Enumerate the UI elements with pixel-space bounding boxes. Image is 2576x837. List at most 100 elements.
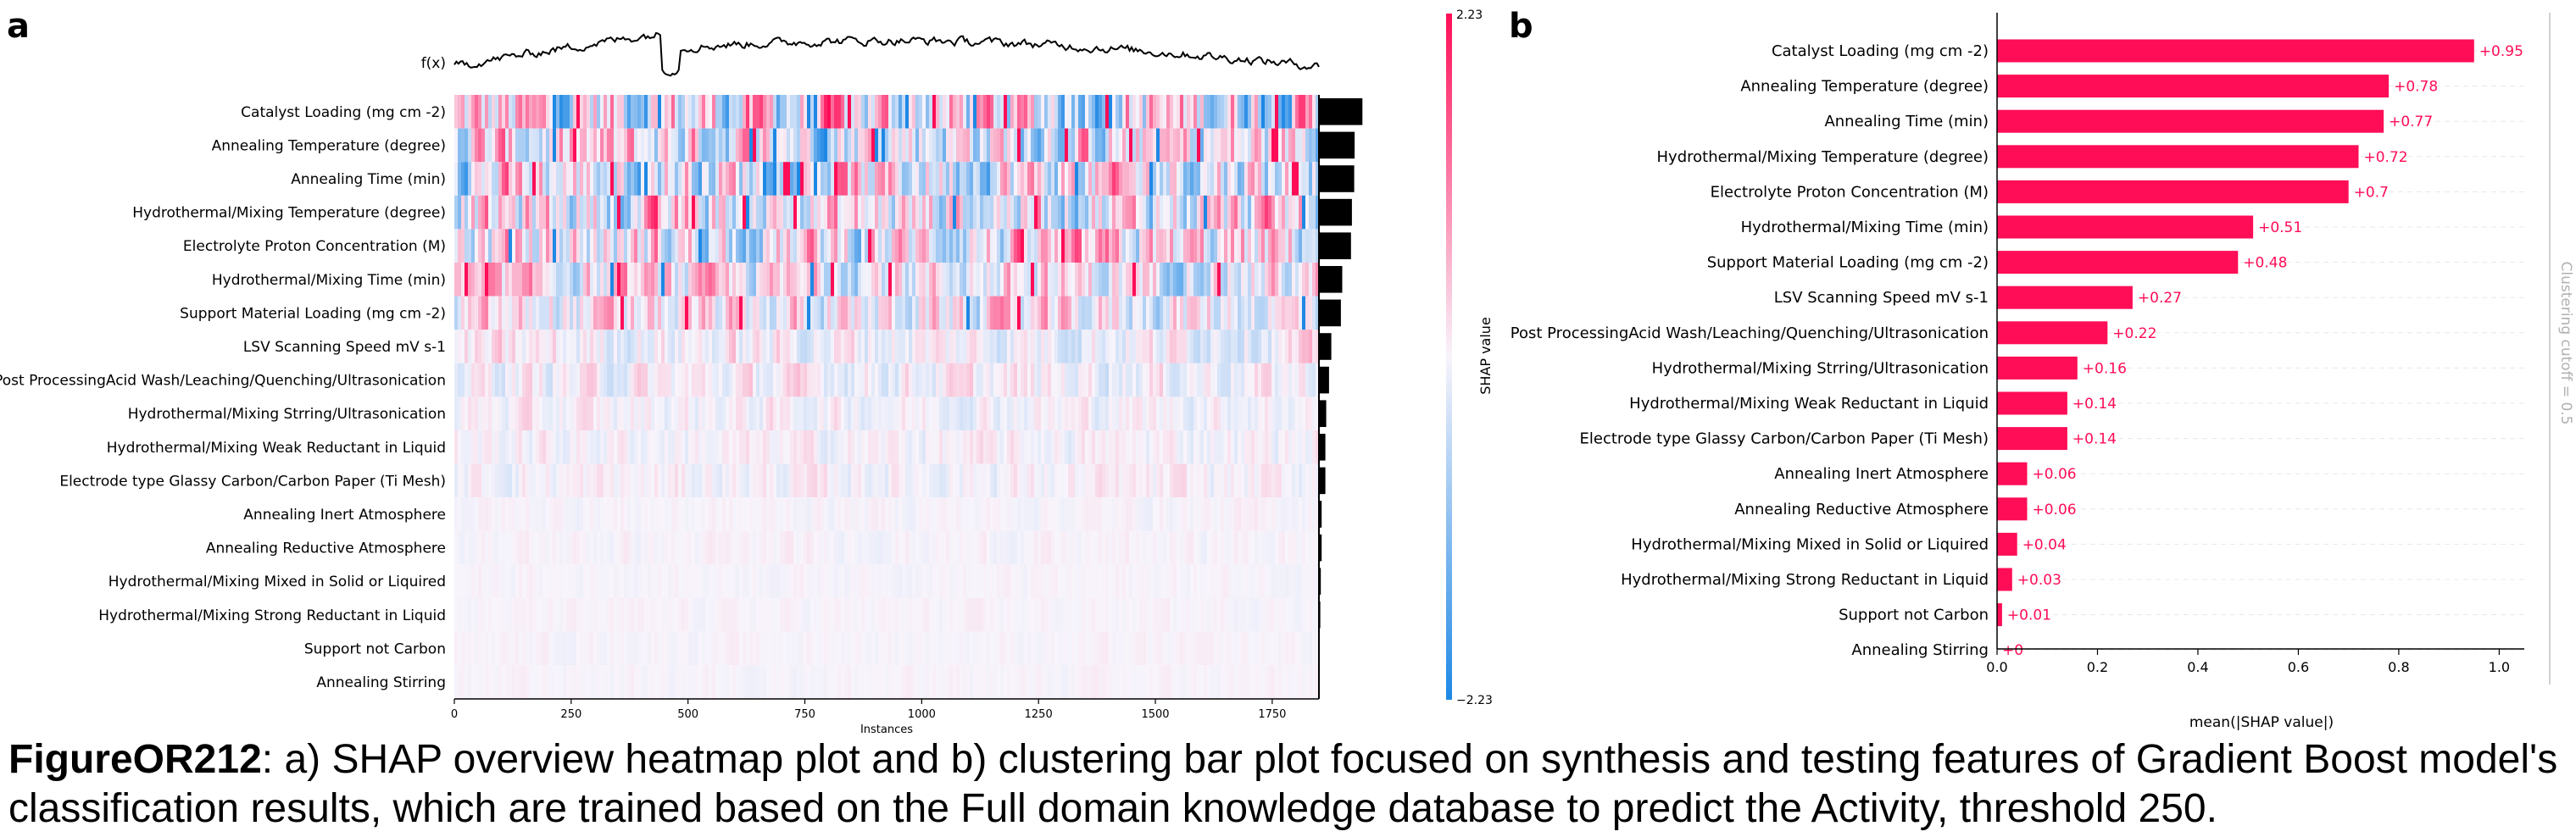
heatmap-cell bbox=[1017, 95, 1021, 129]
heatmap-cell bbox=[1238, 598, 1242, 632]
heatmap-cell bbox=[682, 263, 686, 297]
heatmap-cell bbox=[1241, 631, 1245, 666]
heatmap-cell bbox=[902, 430, 906, 464]
heatmap-cell bbox=[814, 162, 818, 196]
heatmap-cell bbox=[644, 631, 648, 666]
heatmap-cell bbox=[753, 530, 757, 565]
heatmap-cell bbox=[495, 162, 499, 196]
heatmap-cell bbox=[1058, 665, 1062, 699]
heatmap-cell bbox=[841, 665, 845, 699]
heatmap-cell bbox=[475, 128, 479, 163]
heatmap-cell bbox=[1021, 430, 1025, 464]
heatmap-cell bbox=[1129, 95, 1133, 129]
heatmap-cell bbox=[810, 631, 815, 666]
heatmap-cell bbox=[1007, 631, 1011, 666]
heatmap-cell bbox=[1238, 296, 1242, 330]
heatmap-cell bbox=[1299, 564, 1303, 598]
heatmap-cell bbox=[1190, 530, 1194, 565]
heatmap-cell bbox=[1183, 463, 1188, 498]
heatmap-cell bbox=[475, 564, 479, 598]
heatmap-cell bbox=[804, 564, 808, 598]
heatmap-cell bbox=[922, 330, 926, 363]
heatmap-cell bbox=[1105, 631, 1110, 666]
heatmap-cell bbox=[1041, 598, 1045, 632]
heatmap-cell bbox=[871, 396, 876, 430]
heatmap-cell bbox=[1244, 296, 1249, 330]
heatmap-cell bbox=[695, 330, 699, 363]
heatmap-cell bbox=[1024, 631, 1028, 666]
heatmap-cell bbox=[909, 128, 913, 163]
heatmap-cell bbox=[587, 95, 591, 129]
heatmap-cell bbox=[1292, 229, 1296, 263]
heatmap-cell bbox=[570, 564, 574, 598]
heatmap-cell bbox=[1244, 631, 1249, 666]
heatmap-cell bbox=[580, 128, 584, 163]
heatmap-row bbox=[454, 263, 1320, 297]
heatmap-cell bbox=[1034, 128, 1038, 163]
heatmap-cell bbox=[960, 363, 964, 397]
heatmap-cell bbox=[851, 95, 855, 129]
heatmap-cell bbox=[617, 598, 621, 632]
heatmap-cell bbox=[719, 330, 723, 363]
heatmap-cell bbox=[590, 263, 594, 297]
heatmap-cell bbox=[620, 463, 625, 498]
heatmap-cell bbox=[492, 598, 496, 632]
heatmap-cell bbox=[665, 296, 669, 330]
heatmap-cell bbox=[1119, 296, 1123, 330]
heatmap-cell bbox=[1129, 530, 1133, 565]
heatmap-cell bbox=[966, 263, 971, 297]
heatmap-cell bbox=[976, 296, 981, 330]
heatmap-cell bbox=[919, 530, 923, 565]
heatmap-cell bbox=[1302, 665, 1306, 699]
heatmap-cell bbox=[932, 330, 937, 363]
heatmap-cell bbox=[692, 263, 696, 297]
heatmap-cell bbox=[546, 665, 550, 699]
heatmap-cell bbox=[492, 430, 496, 464]
heatmap-cell bbox=[953, 195, 957, 230]
heatmap-cell bbox=[688, 128, 693, 163]
heatmap-cell bbox=[607, 330, 611, 363]
heatmap-cell bbox=[1075, 296, 1079, 330]
heatmap-cell bbox=[1204, 195, 1208, 230]
heatmap-cell bbox=[756, 195, 760, 230]
heatmap-cell bbox=[1058, 598, 1062, 632]
heatmap-cell bbox=[1119, 162, 1123, 196]
heatmap-cell bbox=[892, 598, 896, 632]
heatmap-cell bbox=[841, 296, 845, 330]
heatmap-cell bbox=[939, 396, 943, 430]
heatmap-cell bbox=[1204, 330, 1208, 363]
heatmap-cell bbox=[780, 95, 784, 129]
heatmap-cell bbox=[821, 296, 825, 330]
heatmap-cell bbox=[1261, 598, 1266, 632]
heatmap-cell bbox=[1102, 195, 1106, 230]
heatmap-cell bbox=[780, 363, 784, 397]
heatmap-cell bbox=[739, 263, 743, 297]
heatmap-cell bbox=[1139, 463, 1143, 498]
heatmap-cell bbox=[1085, 95, 1089, 129]
heatmap-cell bbox=[641, 665, 645, 699]
heatmap-cell bbox=[976, 396, 981, 430]
heatmap-cell bbox=[1210, 95, 1215, 129]
heatmap-cell bbox=[800, 396, 804, 430]
heatmap-cell bbox=[797, 330, 801, 363]
heatmap-cell bbox=[1207, 263, 1211, 297]
heatmap-cell bbox=[882, 430, 886, 464]
heatmap-cell bbox=[1268, 530, 1272, 565]
heatmap-cell bbox=[926, 229, 930, 263]
heatmap-cell bbox=[732, 430, 737, 464]
heatmap-cell bbox=[532, 95, 537, 129]
heatmap-cell bbox=[1214, 530, 1218, 565]
heatmap-cell bbox=[573, 229, 577, 263]
heatmap-cell bbox=[1312, 229, 1316, 263]
heatmap-cell bbox=[495, 598, 499, 632]
heatmap-cell bbox=[590, 530, 594, 565]
heatmap-cell bbox=[563, 497, 567, 531]
heatmap-cell bbox=[929, 229, 933, 263]
heatmap-cell bbox=[495, 263, 499, 297]
heatmap-cell bbox=[1180, 598, 1184, 632]
heatmap-cell bbox=[1177, 564, 1181, 598]
heatmap-cell bbox=[675, 95, 679, 129]
heatmap-cell bbox=[1156, 396, 1160, 430]
heatmap-cell bbox=[471, 95, 476, 129]
heatmap-cell bbox=[759, 162, 764, 196]
